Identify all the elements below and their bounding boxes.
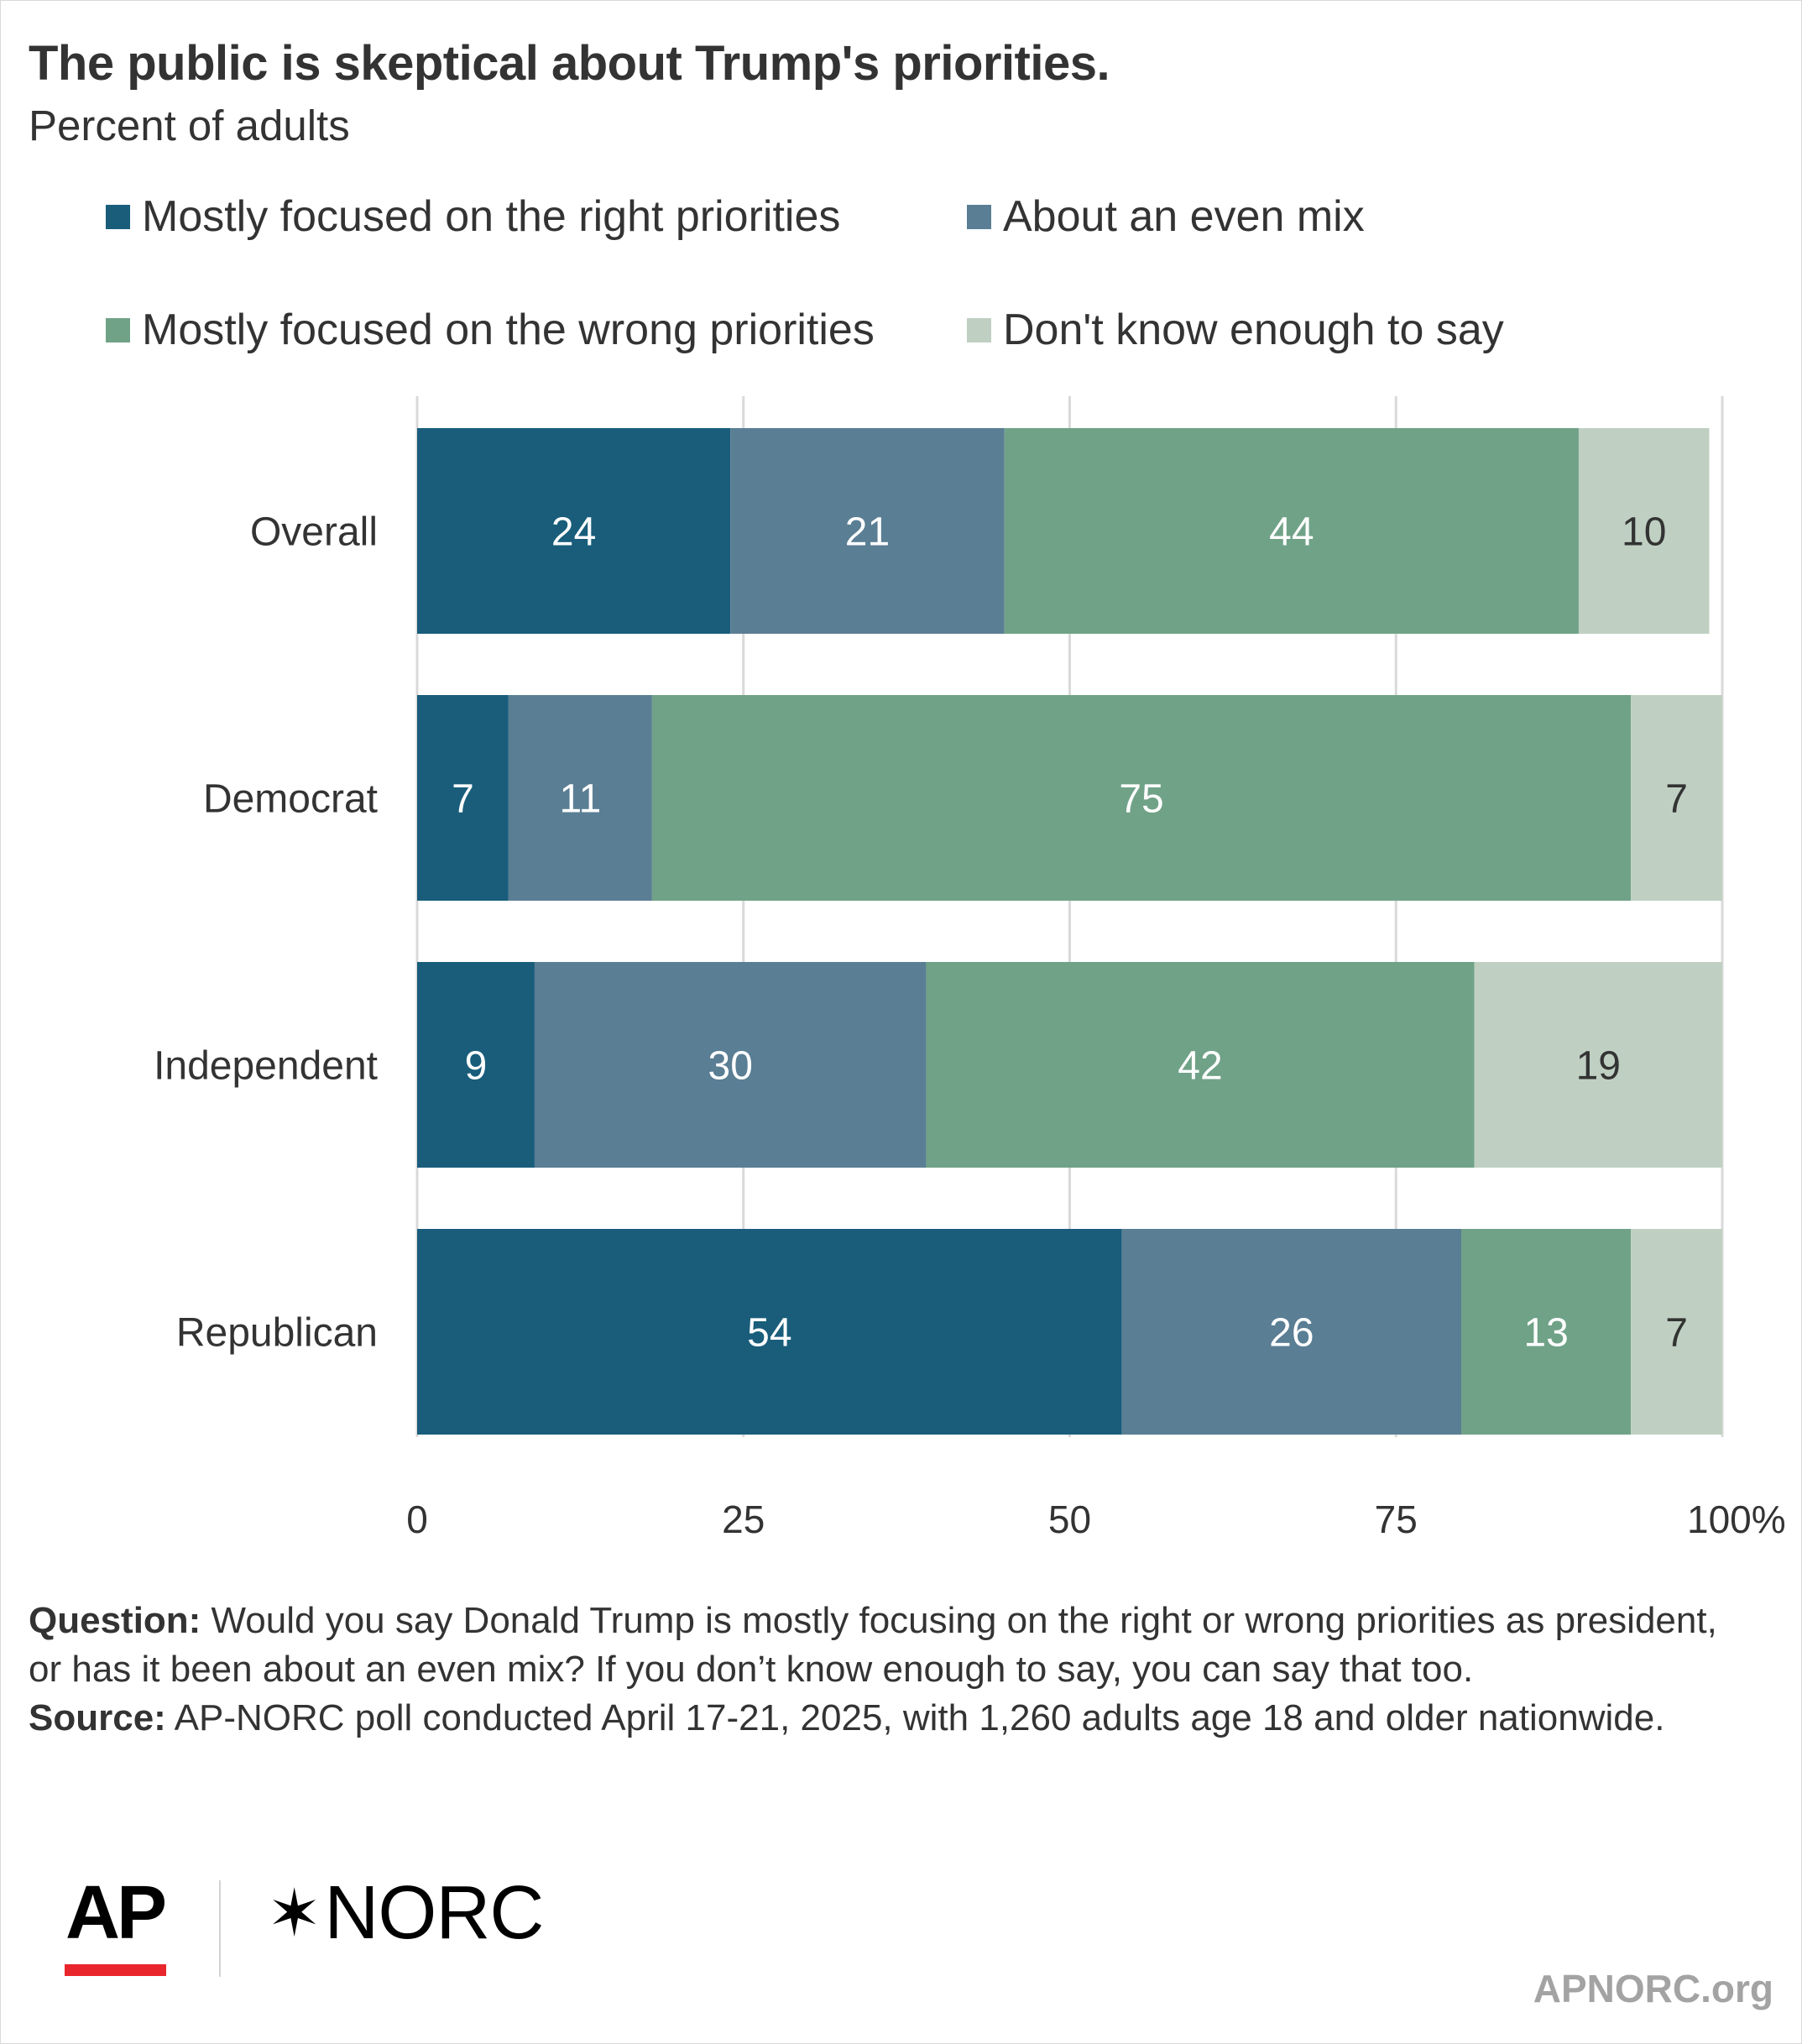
norc-wordmark: NORC [324, 1871, 544, 1955]
data-label: 19 [1576, 1044, 1621, 1089]
data-label: 44 [1269, 510, 1314, 555]
footnote: Question: Would you say Donald Trump is … [29, 1597, 1758, 1743]
category-label-overall: Overall [250, 510, 378, 555]
logo-divider [219, 1880, 221, 1977]
source-note: Source: AP-NORC poll conducted April 17-… [29, 1694, 1758, 1743]
bar-segment [417, 1229, 1122, 1435]
source-label: Source: [29, 1697, 166, 1738]
bar-segment [1631, 695, 1722, 901]
legend-label-dontknow: Don't know enough to say [1003, 306, 1504, 354]
x-tick-label-0: 0 [406, 1498, 428, 1541]
data-label: 11 [559, 777, 601, 822]
data-label: 42 [1178, 1044, 1222, 1089]
question-text: Would you say Donald Trump is mostly foc… [29, 1600, 1717, 1690]
ap-logo: AP [65, 1871, 167, 1955]
data-label: 9 [465, 1044, 488, 1089]
legend-label-right: Mostly focused on the right priorities [142, 192, 841, 241]
data-label: 24 [551, 510, 596, 555]
category-label-democrat: Democrat [203, 777, 378, 822]
legend-item-dontknow: Don't know enough to say [967, 305, 1504, 355]
legend-label-wrong: Mostly focused on the wrong priorities [142, 306, 875, 354]
norc-star-icon: ✶ [267, 1876, 321, 1950]
bar-segment [1578, 428, 1710, 634]
legend-item-even: About an even mix [967, 191, 1365, 242]
source-text: AP-NORC poll conducted April 17-21, 2025… [165, 1697, 1665, 1738]
data-label: 26 [1269, 1311, 1314, 1356]
legend-swatch-dontknow [967, 317, 991, 342]
legend-item-right: Mostly focused on the right priorities [106, 191, 840, 242]
data-label: 54 [747, 1311, 791, 1356]
data-label: 7 [1665, 777, 1688, 822]
x-tick-label-100: 100% [1687, 1498, 1786, 1541]
category-label-republican: Republican [176, 1311, 378, 1356]
legend-swatch-right [106, 204, 130, 229]
legend-swatch-even [967, 204, 991, 229]
bar-segment [417, 695, 509, 901]
bar-segment [1474, 962, 1722, 1168]
legend-label-even: About an even mix [1003, 192, 1365, 241]
x-tick-label-75: 75 [1375, 1498, 1418, 1541]
ap-logo-underline [65, 1964, 166, 1976]
data-label: 10 [1622, 510, 1666, 555]
bar-segment [417, 428, 731, 634]
data-label: 7 [1665, 1311, 1688, 1356]
data-label: 7 [452, 777, 474, 822]
x-tick-label-25: 25 [722, 1498, 765, 1541]
question-note: Question: Would you say Donald Trump is … [29, 1597, 1758, 1694]
x-tick-label-50: 50 [1048, 1498, 1091, 1541]
chart-subtitle: Percent of adults [29, 102, 350, 149]
legend-item-wrong: Mostly focused on the wrong priorities [106, 305, 875, 355]
norc-logo: ✶ NORC [267, 1870, 544, 1957]
bar-segment [1631, 1229, 1722, 1435]
data-label: 21 [845, 510, 890, 555]
bar-segment [1461, 1229, 1632, 1435]
data-label: 13 [1523, 1311, 1568, 1356]
data-label: 30 [708, 1044, 753, 1089]
category-label-independent: Independent [154, 1044, 378, 1089]
bar-segment [651, 695, 1632, 901]
legend-swatch-wrong [106, 317, 130, 342]
chart-title: The public is skeptical about Trump's pr… [29, 36, 1110, 91]
bar-segment [1004, 428, 1579, 634]
bar-segment [730, 428, 1005, 634]
bar-segment [417, 962, 535, 1168]
site-link[interactable]: APNORC.org [1533, 1967, 1773, 2010]
bar-segment [926, 962, 1475, 1168]
bar-segment [1121, 1229, 1461, 1435]
data-label: 75 [1119, 777, 1163, 822]
bar-segment [534, 962, 927, 1168]
stacked-bar-chart: 0 25 50 75 100% Overall 24 21 44 10 Democrat 7 11 75 7… [154, 396, 1786, 1541]
bar-segment [508, 695, 652, 901]
question-label: Question: [29, 1600, 201, 1641]
